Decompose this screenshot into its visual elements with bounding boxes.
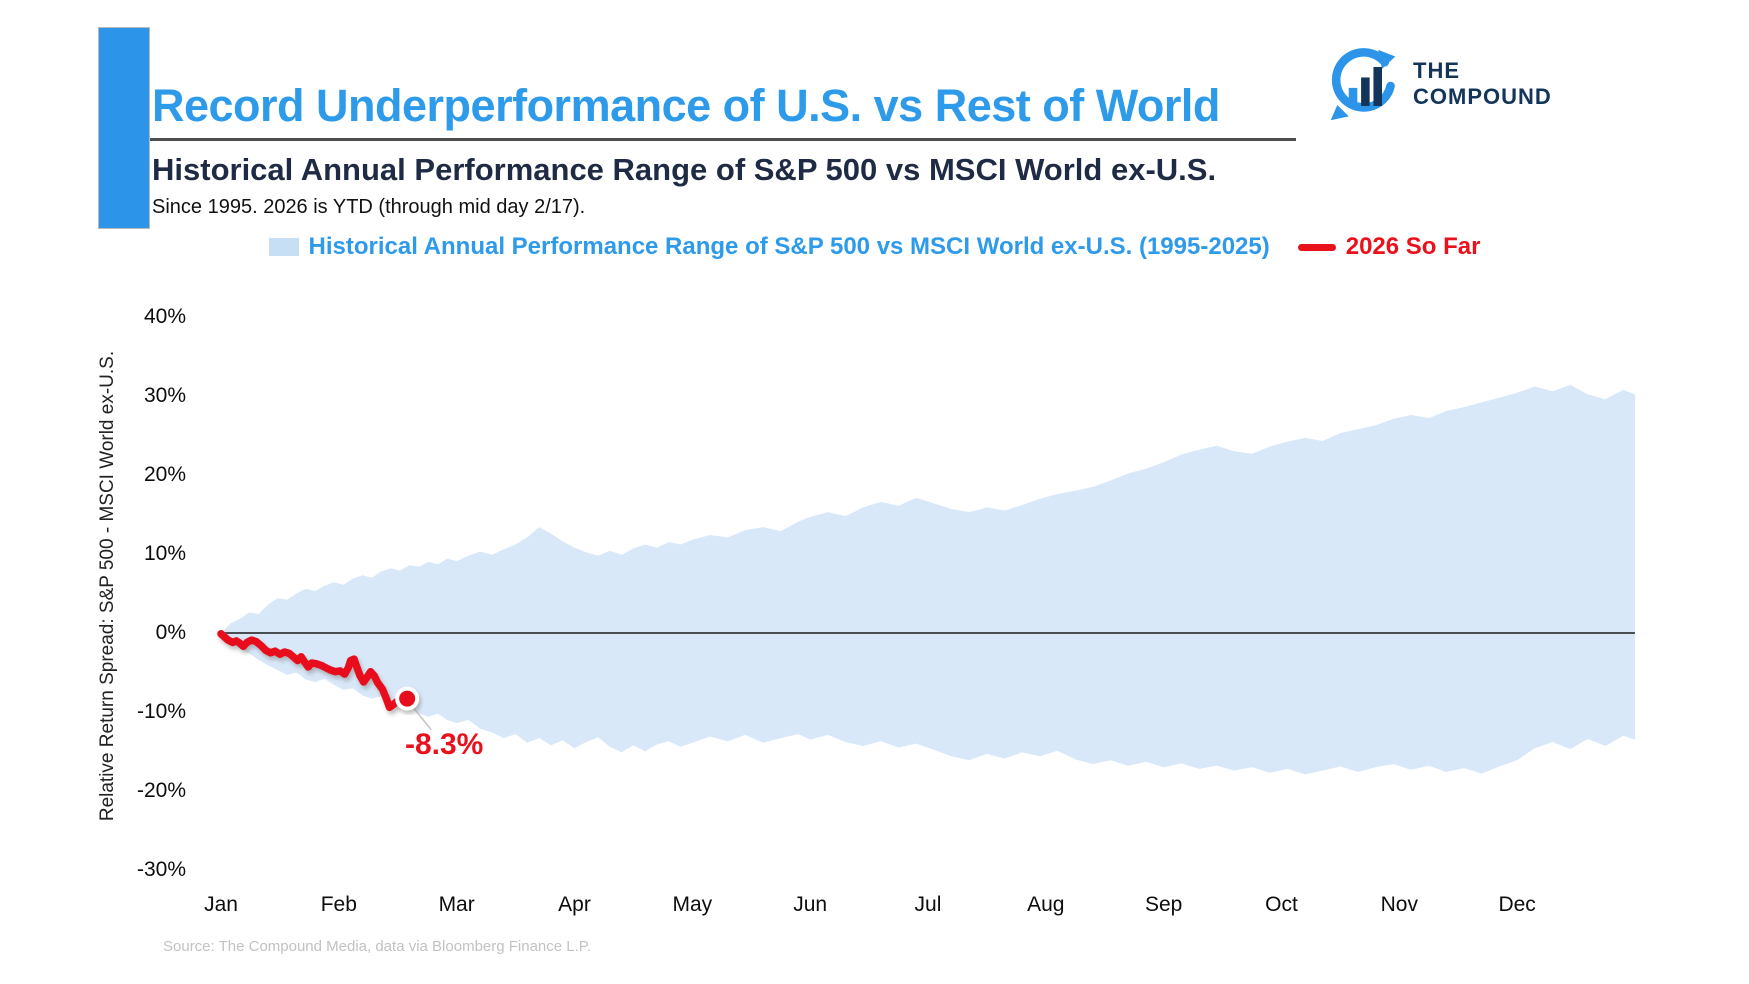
range-legend-label: Historical Annual Performance Range of S… — [308, 233, 1270, 260]
ytd-line-legend-swatch — [1297, 243, 1336, 251]
x-tick-label-jul: Jul — [914, 893, 942, 916]
x-tick-label-feb: Feb — [320, 893, 357, 916]
ytd-value-callout: -8.3% — [404, 727, 484, 761]
brand-logo: THE COMPOUND — [1325, 46, 1635, 130]
x-tick-label-jun: Jun — [793, 893, 828, 916]
x-tick-label-jan: Jan — [204, 893, 238, 916]
ytd-end-dot — [395, 686, 420, 711]
range-band-area — [221, 384, 1635, 775]
y-tick-label-20%: 20% — [143, 463, 186, 486]
y-tick-label-30%: 30% — [143, 384, 186, 407]
y-tick-label-0%: 0% — [155, 621, 186, 644]
x-tick-label-oct: Oct — [1265, 893, 1298, 916]
x-tick-label-mar: Mar — [438, 893, 475, 916]
y-tick-label--20%: -20% — [136, 779, 186, 802]
ytd-line-legend-label: 2026 So Far — [1345, 233, 1481, 260]
chart-note: Since 1995. 2026 is YTD (through mid day… — [152, 196, 586, 218]
x-tick-label-sep: Sep — [1144, 893, 1183, 916]
brand-name-line2: COMPOUND — [1413, 84, 1552, 109]
ytd-line — [217, 630, 411, 712]
y-tick-label--10%: -10% — [136, 700, 186, 723]
source-attribution: Source: The Compound Media, data via Blo… — [163, 938, 592, 955]
chart-heading: Historical Annual Performance Range of S… — [152, 152, 1217, 187]
brand-name: THE COMPOUND — [1413, 58, 1552, 110]
x-tick-label-nov: Nov — [1380, 893, 1418, 916]
page-title: Record Underperformance of U.S. vs Rest … — [152, 80, 1220, 131]
x-tick-label-may: May — [672, 893, 713, 916]
compound-logo-icon — [1330, 48, 1396, 121]
range-legend-swatch — [268, 238, 299, 256]
accent-bar — [98, 27, 150, 229]
y-tick-label--30%: -30% — [136, 858, 186, 881]
title-divider — [150, 138, 1296, 141]
x-tick-label-aug: Aug — [1027, 893, 1065, 916]
callout-line — [412, 707, 432, 731]
chart-legend: Historical Annual Performance Range of S… — [0, 230, 1749, 264]
x-tick-label-apr: Apr — [558, 893, 591, 916]
brand-name-line1: THE — [1413, 58, 1460, 83]
y-tick-label-10%: 10% — [143, 542, 186, 565]
y-tick-label-40%: 40% — [143, 305, 186, 328]
x-tick-label-dec: Dec — [1498, 893, 1536, 916]
